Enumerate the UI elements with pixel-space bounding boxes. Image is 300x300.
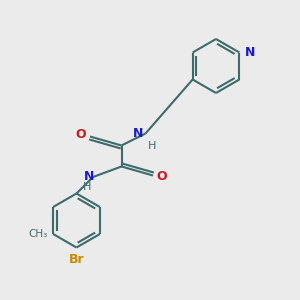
Text: Br: Br (69, 253, 84, 266)
Text: O: O (157, 170, 167, 184)
Text: N: N (133, 127, 143, 140)
Text: N: N (245, 46, 255, 59)
Text: N: N (84, 170, 94, 184)
Text: H: H (148, 141, 156, 151)
Text: H: H (82, 182, 91, 191)
Text: O: O (76, 128, 86, 142)
Text: CH₃: CH₃ (28, 229, 48, 239)
